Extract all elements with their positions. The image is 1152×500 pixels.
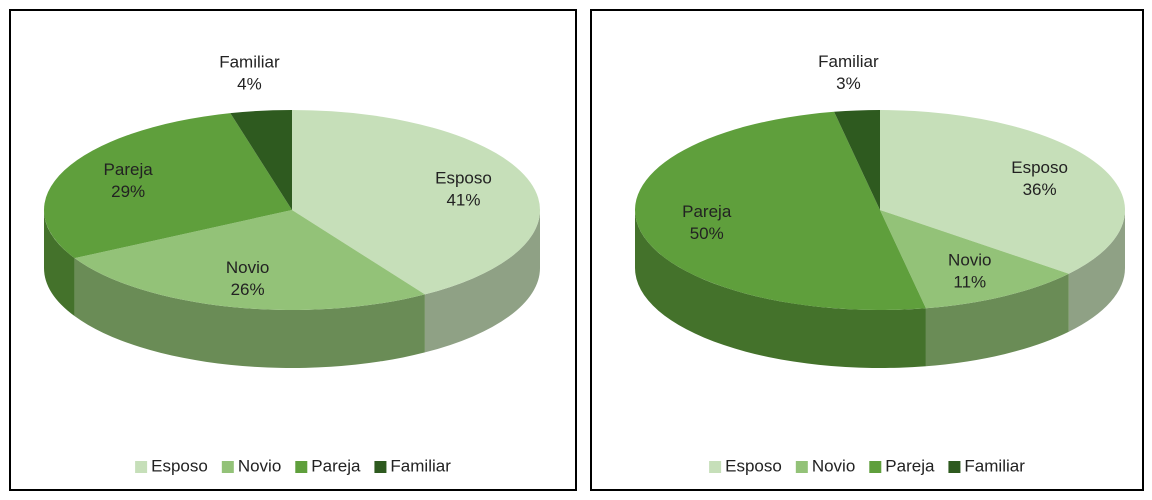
pie-slice: [834, 110, 880, 210]
legend-swatch: [795, 461, 808, 473]
data-label-name: Esposo: [435, 168, 492, 187]
legend-swatch: [221, 461, 234, 473]
legend-swatch: [135, 461, 148, 473]
legend-label: Esposo: [151, 456, 208, 475]
data-label-name: Pareja: [104, 160, 154, 179]
data-label: 29%: [111, 182, 145, 201]
legend-swatch: [295, 461, 308, 473]
legend-label: Novio: [238, 456, 281, 475]
data-label-name: Novio: [948, 250, 991, 269]
data-label: 4%: [237, 75, 262, 94]
legend-label: Novio: [812, 456, 855, 475]
legend-label: Pareja: [311, 456, 361, 475]
data-label: 41%: [446, 190, 480, 209]
pie-side: [635, 210, 926, 368]
data-label-name: Familiar: [818, 52, 879, 71]
data-label: 26%: [231, 280, 265, 299]
data-label: 36%: [1023, 180, 1057, 199]
pie-slice: [880, 110, 1125, 274]
pie-side: [925, 273, 1069, 367]
legend-label: Familiar: [964, 456, 1025, 475]
data-label-name: Esposo: [1011, 158, 1068, 177]
pie-slice: [74, 210, 425, 310]
data-label: 11%: [953, 272, 986, 291]
pie-slice: [44, 113, 293, 259]
pie-side: [74, 258, 425, 368]
data-label-name: Familiar: [219, 53, 280, 72]
legend-swatch: [374, 461, 387, 473]
legend-swatch: [709, 461, 722, 473]
data-label: 50%: [690, 224, 724, 243]
pie-side: [1068, 210, 1125, 332]
pie-slice: [880, 210, 1069, 309]
pie-slice: [230, 110, 292, 210]
pie-side: [424, 210, 540, 353]
legend-swatch: [869, 461, 882, 473]
data-label: 3%: [836, 74, 861, 93]
pie-side: [44, 210, 75, 317]
data-label-name: Pareja: [682, 202, 732, 221]
legend-label: Familiar: [390, 456, 451, 475]
legend-label: Esposo: [725, 456, 782, 475]
pie-slice: [635, 111, 926, 311]
pie-slice: [292, 110, 540, 295]
data-label-name: Novio: [226, 258, 269, 277]
legend-label: Pareja: [885, 456, 935, 475]
legend-swatch: [948, 461, 961, 473]
